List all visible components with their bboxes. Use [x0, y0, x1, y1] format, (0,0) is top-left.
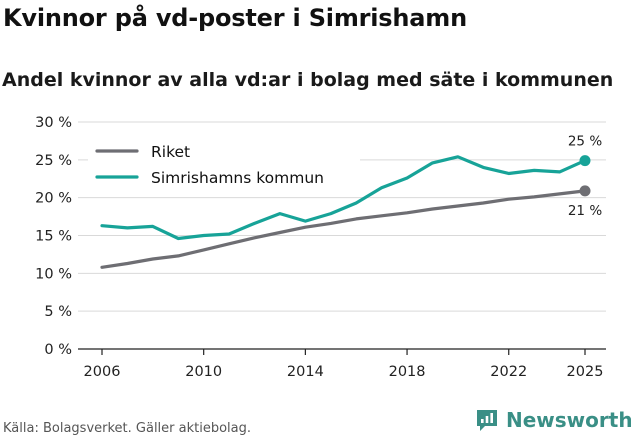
- y-tick-label: 0 %: [44, 342, 72, 358]
- x-tick-label: 2010: [185, 364, 222, 380]
- y-tick-label: 5 %: [44, 304, 72, 320]
- y-tick-label: 10 %: [35, 266, 72, 282]
- end-label-riket: 21 %: [568, 203, 602, 219]
- legend-box: [88, 135, 360, 193]
- x-tick-label: 2022: [490, 364, 527, 380]
- end-label-simrishamn: 25 %: [568, 134, 602, 150]
- brand-name: Newsworthy: [506, 408, 631, 432]
- chart-subtitle: Andel kvinnor av alla vd:ar i bolag med …: [2, 69, 614, 91]
- y-tick-label: 20 %: [35, 191, 72, 207]
- legend-label[interactable]: Simrishamns kommun: [151, 169, 324, 187]
- x-tick-label: 2025: [567, 364, 604, 380]
- source-note: Källa: Bolagsverket. Gäller aktiebolag.: [3, 421, 252, 436]
- end-point-simrishamn[interactable]: [579, 155, 591, 167]
- y-tick-label: 25 %: [35, 153, 72, 169]
- x-tick-label: 2018: [389, 364, 426, 380]
- newsworthy-icon: [477, 410, 497, 431]
- x-tick-label: 2006: [84, 364, 121, 380]
- y-tick-label: 15 %: [35, 229, 72, 245]
- chart-title: Kvinnor på vd-poster i Simrishamn: [3, 4, 467, 32]
- legend-label[interactable]: Riket: [151, 143, 190, 161]
- series-line-riket[interactable]: [100, 189, 587, 269]
- line-chart: 0 % 5 % 10 % 15 % 20 % 25 % 30 % 2006 2010 2014 20…: [35, 115, 606, 380]
- series-line-simrishamn[interactable]: [100, 155, 587, 241]
- x-tick-label: 2014: [287, 364, 324, 380]
- newsworthy-logo[interactable]: Newsworthy: [474, 407, 631, 433]
- y-tick-label: 30 %: [35, 115, 72, 131]
- end-point-riket[interactable]: [579, 185, 591, 197]
